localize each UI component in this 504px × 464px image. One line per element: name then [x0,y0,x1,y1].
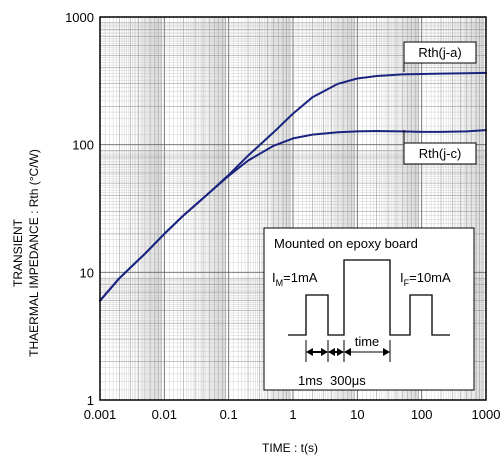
y-tick-label: 1000 [65,10,94,25]
inset-arrowhead-3b [383,348,390,356]
inset-im-label: IM=1mA [272,270,318,288]
tick-labels: 0.001 0.01 0.1 1 10 100 1000 1 10 100 1000 [65,10,500,422]
x-tick-label: 0.001 [84,407,117,422]
series-line-rth-j-c- [99,129,487,302]
inset-arrowhead-2b [337,348,344,356]
x-tick-label: 1000 [472,407,501,422]
x-axis-label: TIME : t(s) [262,441,318,455]
x-tick-label: 0.01 [152,407,177,422]
inset-arrowhead-1a [306,348,313,356]
y-tick-label: 10 [80,265,94,280]
inset-panel: Mounted on epoxy board IM=1mA IF=10mA ti… [263,227,475,391]
series-layer [99,71,487,302]
inset-title: Mounted on epoxy board [274,236,418,251]
x-tick-label: 0.1 [220,407,238,422]
inset-arrowhead-1b [321,348,328,356]
x-tick-label: 100 [411,407,433,422]
y-tick-label: 1 [87,393,94,408]
inset-300us-label: 300μs [330,373,366,388]
inset-arrowhead-3a [344,348,351,356]
inset-pulse-waveform [288,259,450,336]
y-tick-label: 100 [72,138,94,153]
inset-if-label: IF=10mA [400,270,451,288]
inset-1ms-label: 1ms [298,373,323,388]
callout-box-rth-jc [403,142,477,165]
plot-frame [99,16,487,401]
x-tick-label: 1 [289,407,296,422]
x-tick-label: 10 [350,407,364,422]
y-axis-label-line1: TRANSIENT [11,218,25,287]
callout-label-rth-ja: Rth(j-a) [418,45,461,60]
inset-arrowhead-2a [328,348,335,356]
callout-box-rth-ja [403,41,477,64]
callout-label-rth-jc: Rth(j-c) [419,146,462,161]
y-axis-label-line2: THAERMAL IMPEDANCE : Rth (°C/W) [27,149,41,357]
inset-time-label: time [355,334,380,349]
inset-box [263,227,475,391]
